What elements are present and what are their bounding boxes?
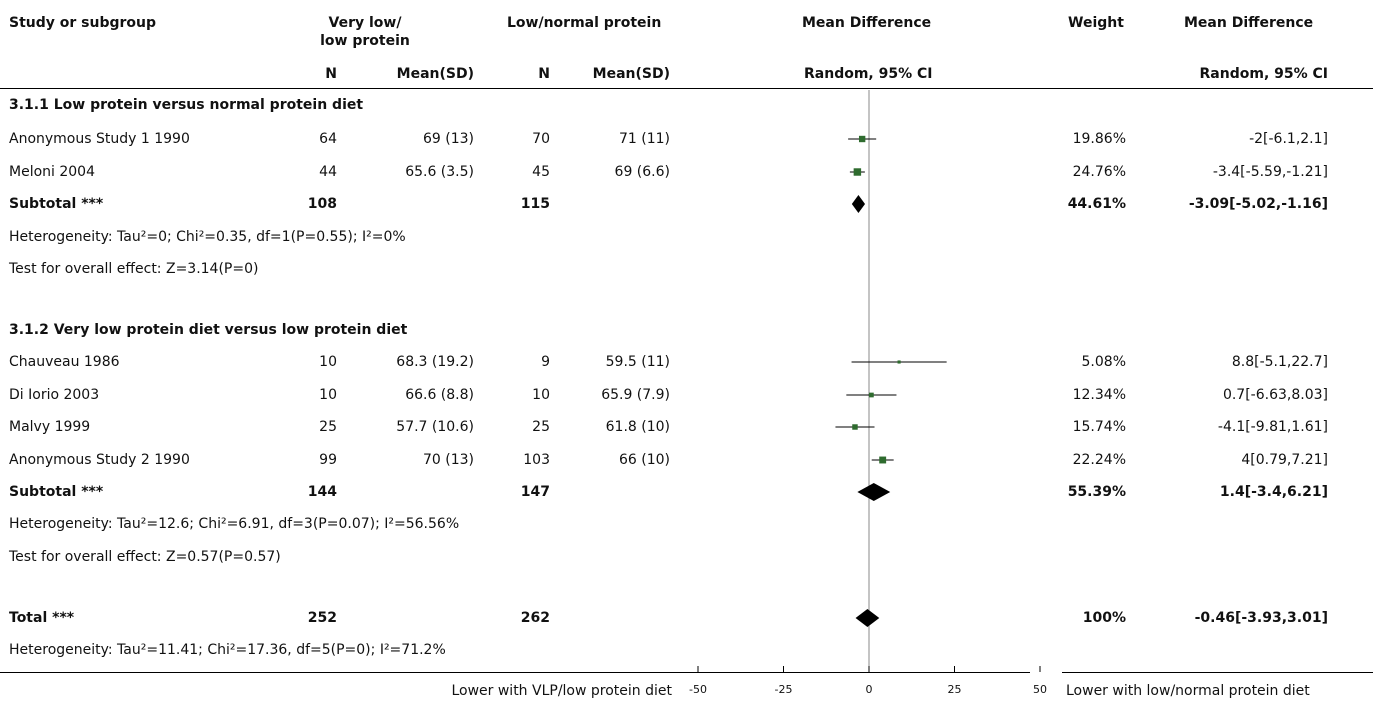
study-m1: 66.6 (8.8) [405, 387, 474, 403]
header-weight: Weight [1068, 15, 1124, 31]
study-m2: 69 (6.6) [614, 164, 670, 180]
bottom-rule [0, 672, 1030, 673]
study-effect: -3.4[-5.59,-1.21] [1212, 164, 1328, 180]
favours-right-label: Lower with low/normal protein diet [1066, 683, 1310, 699]
study-label: Malvy 1999 [9, 419, 91, 435]
study-weight: 15.74% [1072, 419, 1126, 435]
study-marker [869, 392, 874, 398]
header-n-ctl: N [538, 66, 550, 82]
subtotal-label: Subtotal *** [9, 196, 104, 212]
header-method-right: Random, 95% CI [1199, 66, 1328, 82]
header-exp-group-line2: low protein [320, 33, 410, 49]
note-label: Test for overall effect: Z=0.57(P=0.57) [9, 549, 281, 565]
study-m1: 69 (13) [422, 131, 474, 147]
subtotal-n1: 144 [307, 484, 337, 500]
study-label: Meloni 2004 [9, 164, 95, 180]
total-label: Total *** [9, 610, 75, 626]
pooled-diamond [851, 195, 866, 213]
x-tick-label: -25 [775, 683, 793, 696]
study-weight: 22.24% [1072, 452, 1126, 468]
header-study: Study or subgroup [9, 15, 157, 31]
header-plot-title: Mean Difference [802, 15, 932, 31]
study-marker [897, 360, 901, 364]
note-label: Heterogeneity: Tau²=11.41; Chi²=17.36, d… [9, 642, 446, 658]
header-rule [0, 88, 1373, 89]
study-n2: 9 [541, 354, 550, 370]
favours-left-label: Lower with VLP/low protein diet [451, 683, 672, 699]
study-label: Di Iorio 2003 [9, 387, 100, 403]
study-marker [853, 168, 862, 176]
study-marker [879, 456, 887, 464]
subtotal-n1: 108 [307, 196, 337, 212]
header-mean-sd-exp: Mean(SD) [396, 66, 474, 82]
pooled-diamond [857, 483, 891, 501]
study-m2: 66 (10) [618, 452, 670, 468]
study-m2: 65.9 (7.9) [601, 387, 670, 403]
study-n1: 44 [319, 164, 337, 180]
study-n2: 103 [523, 452, 550, 468]
x-tick-label: 25 [948, 683, 962, 696]
subtotal-effect: 1.4[-3.4,6.21] [1219, 484, 1328, 500]
header-exp-group-line1: Very low/ [328, 15, 402, 31]
total-effect: -0.46[-3.93,3.01] [1194, 610, 1328, 626]
subtotal-effect: -3.09[-5.02,-1.16] [1188, 196, 1328, 212]
study-weight: 24.76% [1072, 164, 1126, 180]
study-n2: 25 [532, 419, 550, 435]
study-label: Anonymous Study 1 1990 [9, 131, 190, 147]
total-weight: 100% [1082, 610, 1126, 626]
header-ctl-group: Low/normal protein [507, 15, 662, 31]
study-label: Anonymous Study 2 1990 [9, 452, 190, 468]
header-effect-title: Mean Difference [1184, 15, 1314, 31]
study-n2: 10 [532, 387, 550, 403]
study-m1: 57.7 (10.6) [396, 419, 474, 435]
pooled-diamond [855, 609, 880, 627]
study-n1: 10 [319, 387, 337, 403]
group-label: 3.1.2 Very low protein diet versus low p… [9, 322, 408, 338]
study-n1: 25 [319, 419, 337, 435]
total-n2: 262 [520, 610, 550, 626]
study-marker [858, 135, 866, 143]
subtotal-label: Subtotal *** [9, 484, 104, 500]
subtotal-n2: 115 [520, 196, 550, 212]
subtotal-weight: 44.61% [1067, 196, 1126, 212]
study-n1: 64 [319, 131, 337, 147]
study-m2: 71 (11) [618, 131, 670, 147]
x-tick-label: 50 [1033, 683, 1047, 696]
subtotal-n2: 147 [520, 484, 550, 500]
study-effect: 0.7[-6.63,8.03] [1222, 387, 1328, 403]
x-tick-label: -50 [689, 683, 707, 696]
study-label: Chauveau 1986 [9, 354, 120, 370]
study-effect: -4.1[-9.81,1.61] [1217, 419, 1328, 435]
note-label: Test for overall effect: Z=3.14(P=0) [9, 261, 259, 277]
header-method: Random, 95% CI [804, 66, 933, 82]
study-m1: 68.3 (19.2) [396, 354, 474, 370]
x-tick-label: 0 [866, 683, 873, 696]
note-label: Heterogeneity: Tau²=12.6; Chi²=6.91, df=… [9, 516, 460, 532]
study-n1: 10 [319, 354, 337, 370]
study-n2: 45 [532, 164, 550, 180]
group-label: 3.1.1 Low protein versus normal protein … [9, 97, 364, 113]
study-m2: 61.8 (10) [605, 419, 670, 435]
total-n1: 252 [307, 610, 337, 626]
study-effect: 4[0.79,7.21] [1241, 452, 1328, 468]
header-n-exp: N [325, 66, 337, 82]
header-mean-sd-ctl: Mean(SD) [592, 66, 670, 82]
study-weight: 5.08% [1081, 354, 1126, 370]
study-m1: 70 (13) [422, 452, 474, 468]
study-m2: 59.5 (11) [605, 354, 670, 370]
study-weight: 12.34% [1072, 387, 1126, 403]
study-marker [852, 424, 858, 430]
study-weight: 19.86% [1072, 131, 1126, 147]
study-n2: 70 [532, 131, 550, 147]
subtotal-weight: 55.39% [1067, 484, 1126, 500]
note-label: Heterogeneity: Tau²=0; Chi²=0.35, df=1(P… [9, 229, 406, 245]
study-effect: -2[-6.1,2.1] [1249, 131, 1328, 147]
bottom-rule-right [1062, 672, 1373, 673]
study-m1: 65.6 (3.5) [405, 164, 474, 180]
study-effect: 8.8[-5.1,22.7] [1231, 354, 1328, 370]
study-n1: 99 [319, 452, 337, 468]
